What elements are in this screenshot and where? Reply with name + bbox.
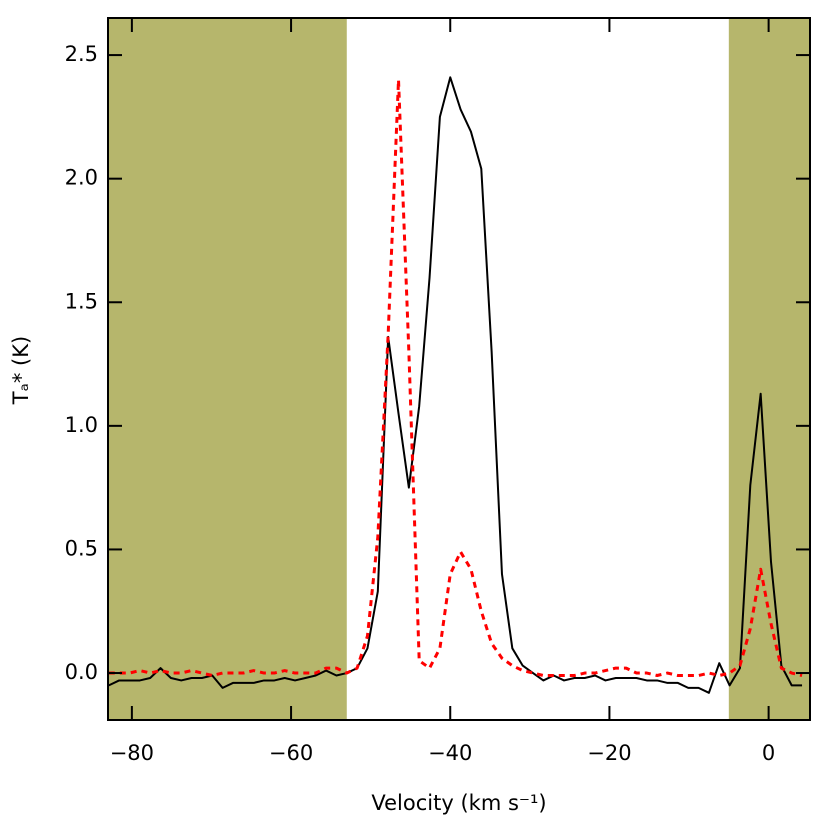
x-axis-label: Velocity (km s⁻¹) [371,791,546,815]
x-tick-label: −20 [587,741,631,765]
x-tick-label: 0 [762,741,775,765]
x-tick-label: −80 [110,741,154,765]
shaded-region [108,18,347,720]
y-tick-label: 1.5 [65,289,98,313]
shaded-regions [108,18,810,720]
x-tick-label: −40 [428,741,472,765]
shaded-region [728,18,810,720]
y-tick-label: 2.5 [65,42,98,66]
x-tick-label: −60 [269,741,313,765]
y-tick-label: 1.0 [65,413,98,437]
y-tick-label: 2.0 [65,166,98,190]
y-tick-label: 0.0 [65,660,98,684]
plot-lines [108,76,803,694]
y-axis-label: Tₐ* (K) [9,336,33,405]
data-line [108,76,803,694]
plot-frame [107,17,811,721]
y-tick-label: 0.5 [65,536,98,560]
